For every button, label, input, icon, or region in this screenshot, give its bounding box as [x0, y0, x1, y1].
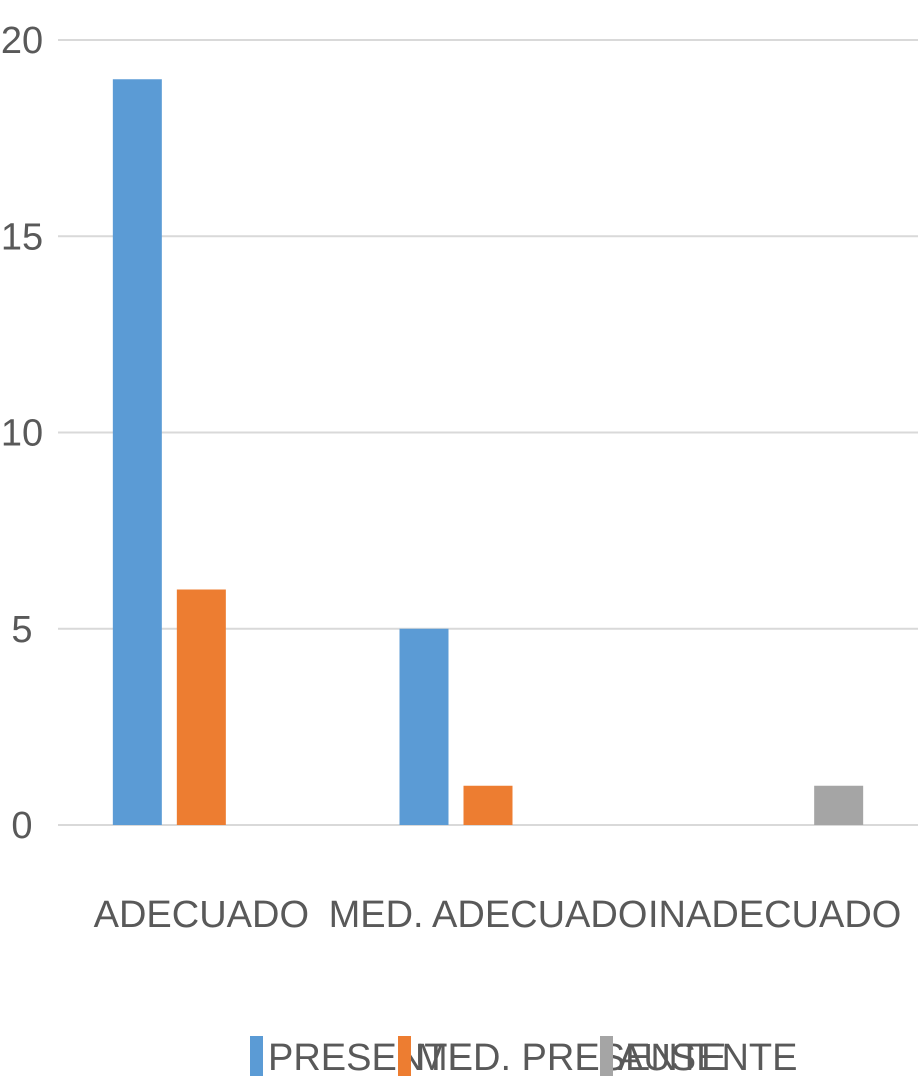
y-tick-label: 5	[11, 609, 32, 651]
x-category-label: MED. ADECUADO	[329, 894, 648, 936]
bar-presente-med-adecuado	[400, 629, 449, 825]
x-category-label: ADECUADO	[94, 894, 309, 936]
y-axis-tick-labels: 0 5 10 15 20	[1, 20, 43, 847]
bars	[113, 79, 863, 825]
bar-ausente-inadecuado	[814, 786, 863, 825]
x-axis-category-labels: ADECUADO MED. ADECUADO INADECUADO	[94, 894, 902, 936]
legend-swatch	[250, 1036, 263, 1076]
y-tick-label: 20	[1, 20, 43, 62]
legend-swatch	[398, 1036, 411, 1076]
legend-swatch	[600, 1036, 613, 1076]
x-category-label: INADECUADO	[648, 894, 901, 936]
y-tick-label: 0	[11, 805, 32, 847]
bar-med-presente-adecuado	[177, 590, 226, 826]
bar-med-presente-med-adecuado	[464, 786, 513, 825]
legend-label: AUSENTE	[618, 1037, 797, 1079]
y-tick-label: 15	[1, 216, 43, 258]
bar-presente-adecuado	[113, 79, 162, 825]
y-tick-label: 10	[1, 413, 43, 455]
